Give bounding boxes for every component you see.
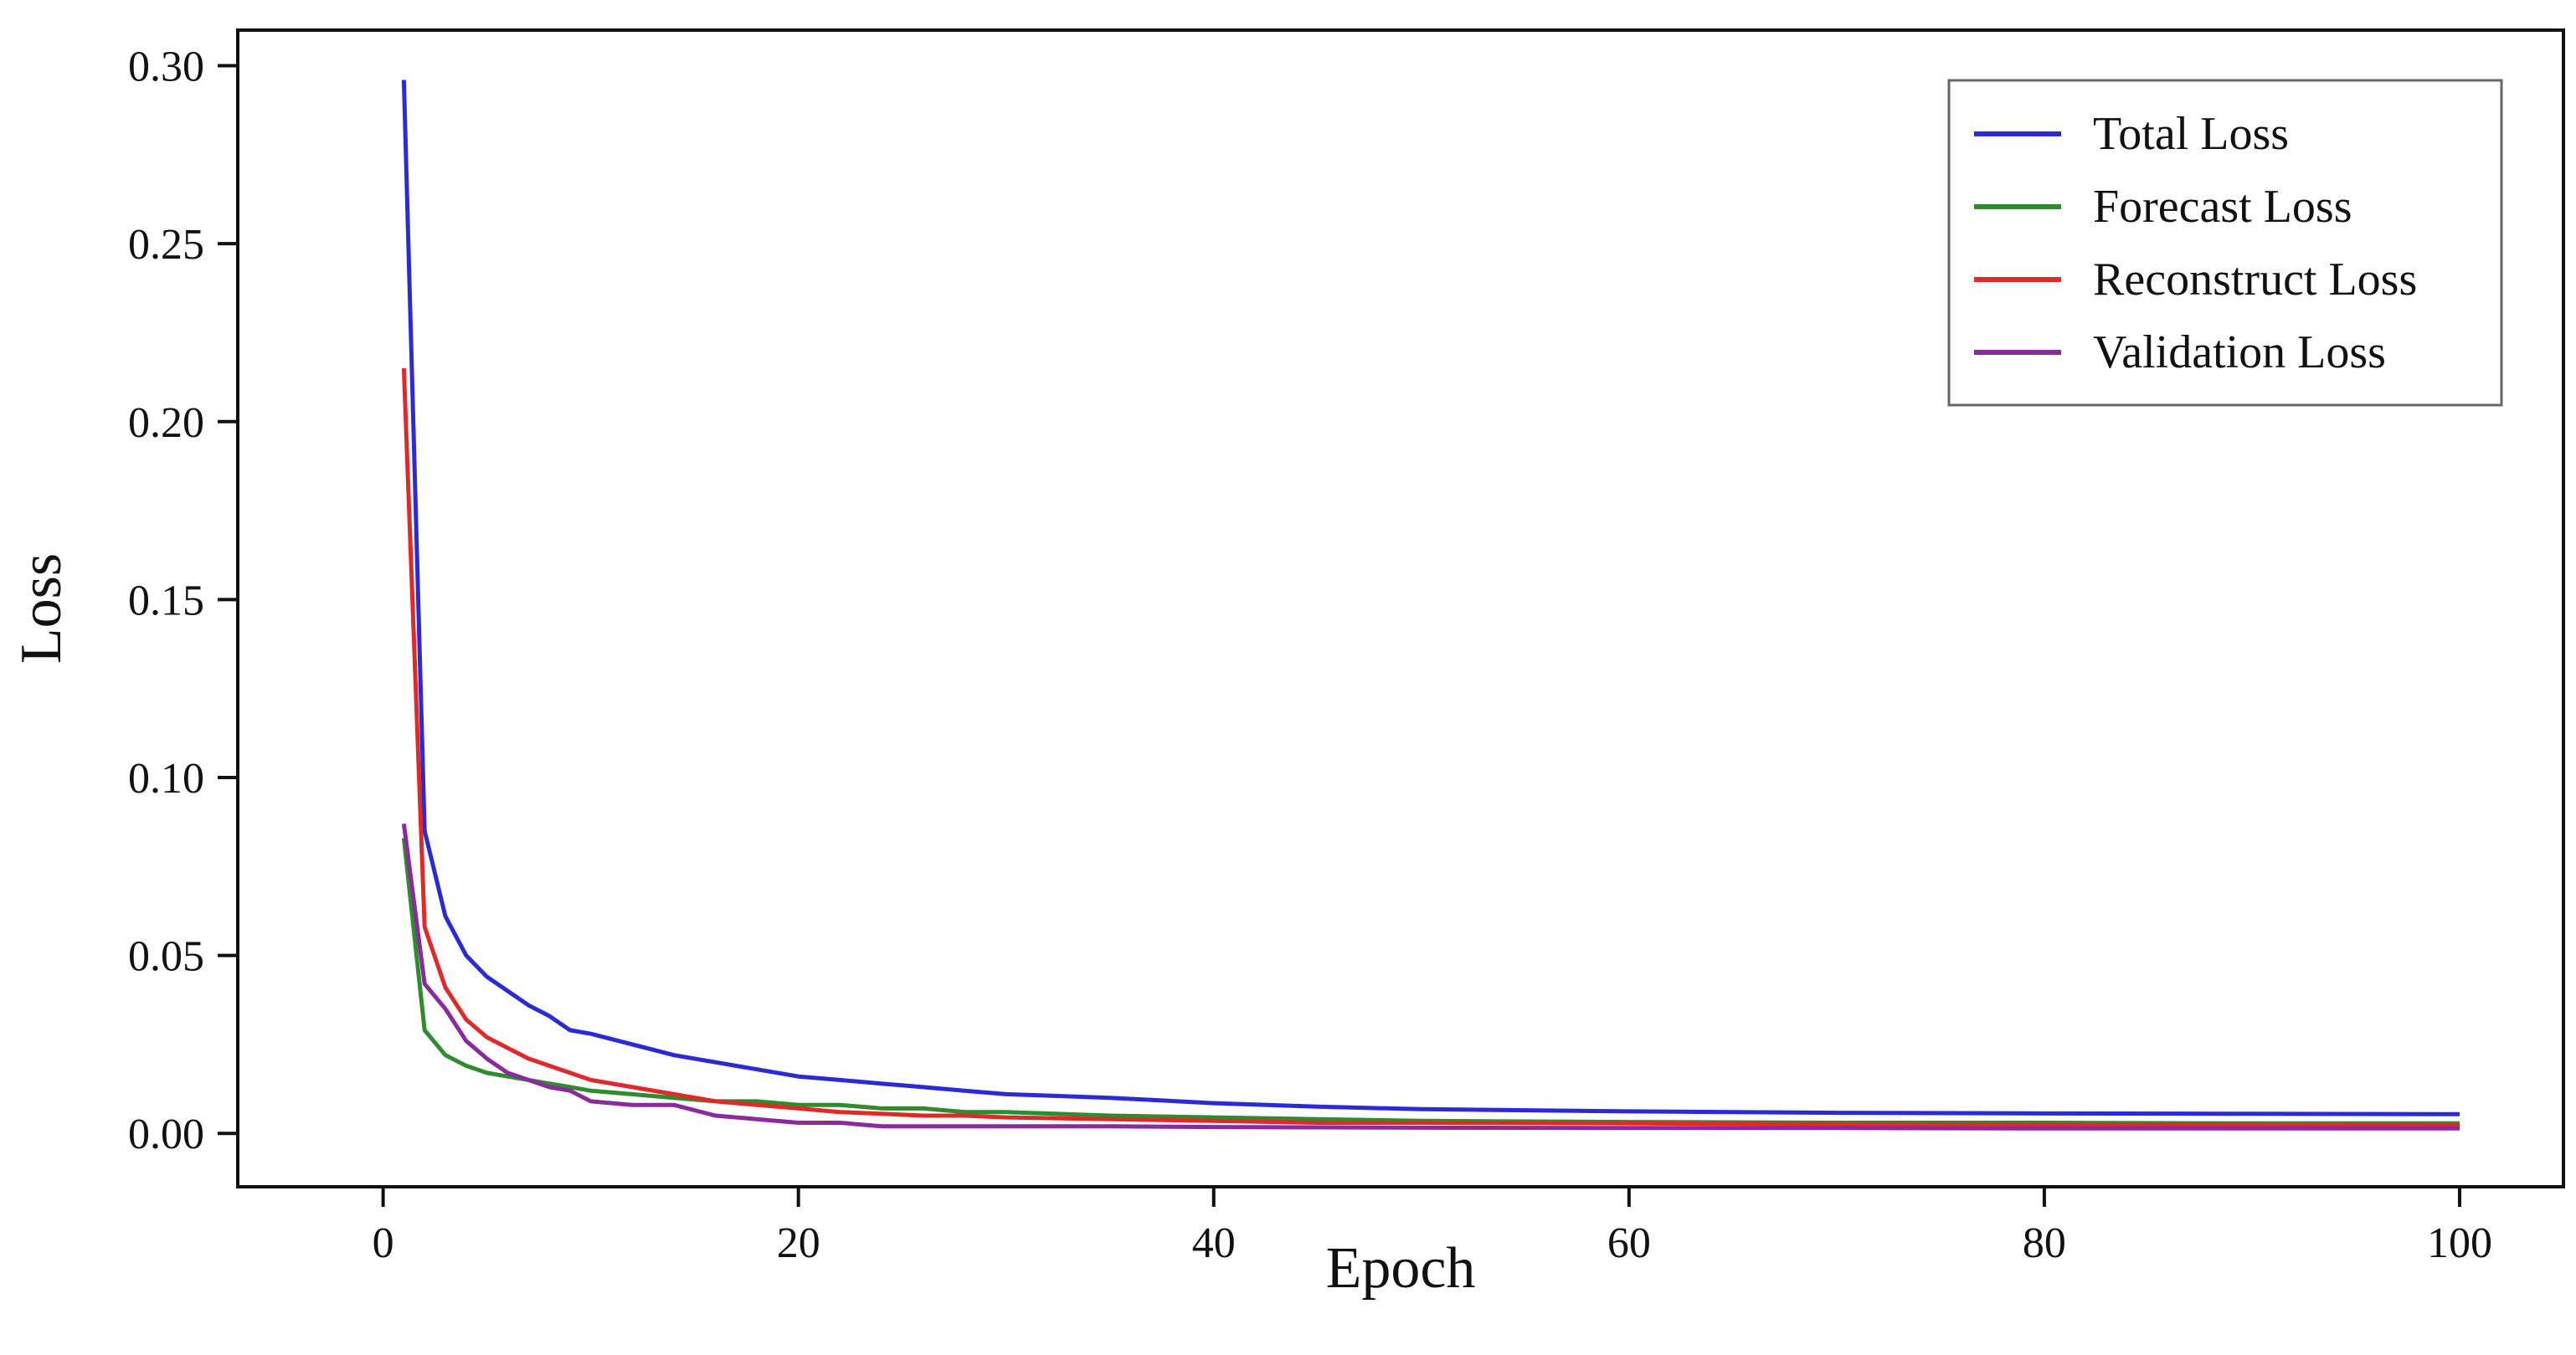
series-line-total-loss — [401, 80, 2460, 1116]
y-tick-label: 0.30 — [128, 44, 204, 91]
y-tick-label: 0.25 — [128, 221, 204, 269]
x-tick-label: 40 — [1192, 1219, 1236, 1267]
x-tick-label: 0 — [373, 1219, 394, 1267]
legend-label-forecast-loss: Forecast Loss — [2093, 181, 2352, 233]
y-axis-title: Loss — [9, 553, 74, 664]
x-axis-ticks: 0 20 40 60 80 100 — [373, 1187, 2492, 1267]
y-tick-label: 0.05 — [128, 933, 204, 981]
x-tick-label: 80 — [2023, 1219, 2066, 1267]
legend-label-validation-loss: Validation Loss — [2093, 326, 2386, 378]
x-tick-label: 60 — [1607, 1219, 1651, 1267]
y-tick-label: 0.15 — [128, 577, 204, 624]
y-tick-label: 0.10 — [128, 755, 204, 803]
y-tick-label: 0.20 — [128, 399, 204, 447]
legend: Total Loss Forecast Loss Reconstruct Loss V… — [1947, 79, 2503, 407]
series-line-reconstruct-loss — [401, 367, 2460, 1127]
legend-label-total-loss: Total Loss — [2093, 108, 2289, 160]
y-tick-label: 0.00 — [128, 1111, 204, 1158]
series-lines — [401, 80, 2460, 1131]
legend-items: Total Loss Forecast Loss Reconstruct Loss V… — [1974, 108, 2417, 378]
y-axis-ticks: 0.00 0.05 0.10 0.15 0.20 0.25 0.30 — [128, 44, 238, 1158]
legend-label-reconstruct-loss: Reconstruct Loss — [2093, 254, 2417, 305]
series-line-validation-loss — [401, 823, 2460, 1131]
series-line-forecast-loss — [401, 838, 2460, 1126]
plot-frame — [236, 28, 2565, 1188]
x-tick-label: 20 — [777, 1219, 820, 1267]
x-axis-title: Epoch — [1326, 1236, 1476, 1301]
x-tick-label: 100 — [2427, 1219, 2492, 1267]
